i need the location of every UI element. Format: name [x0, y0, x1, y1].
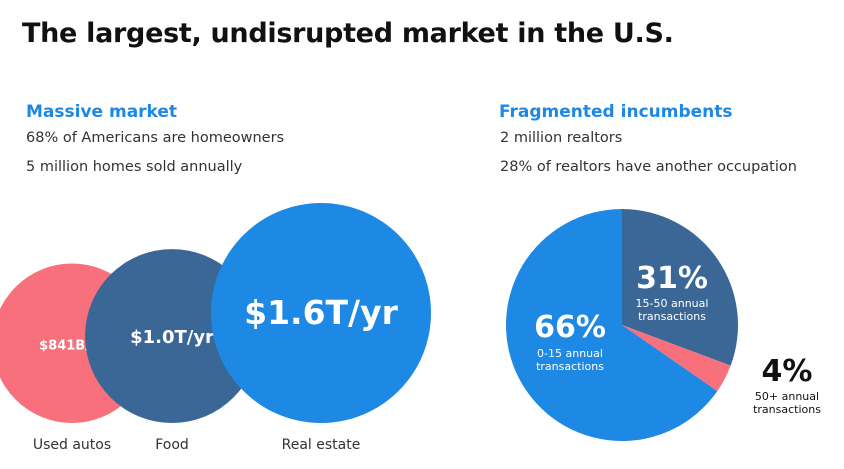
pie-slice-4-pct: [622, 325, 731, 392]
bubble-value-label: $1.6T/yr: [244, 293, 398, 332]
pie-slice-66-pct: [505, 209, 718, 441]
pie-slice-31-pct: [622, 209, 739, 366]
pie-value-label: 4%: [762, 354, 813, 389]
pie-value-label: 31%: [636, 261, 708, 296]
pie-sub-label: transactions: [638, 310, 706, 323]
pie-value-label: 66%: [534, 310, 606, 345]
pie-sub-label: 15-50 annual: [636, 297, 709, 310]
pie-sub-label: 50+ annual: [755, 390, 819, 403]
massive-market-heading: Massive market: [26, 102, 178, 122]
pie-sub-label: 0-15 annual: [537, 347, 603, 360]
homes-sold-stat: 5 million homes sold annually: [26, 159, 243, 175]
bubble-category-label: Real estate: [282, 437, 361, 453]
pie-sub-label: transactions: [536, 360, 604, 373]
fragmented-incumbents-heading: Fragmented incumbents: [499, 102, 733, 122]
bubble-real-estate: [211, 203, 431, 423]
page-title: The largest, undisrupted market in the U…: [22, 18, 674, 49]
bubble-category-label: Food: [155, 437, 189, 453]
homeowners-stat: 68% of Americans are homeowners: [26, 130, 285, 146]
bubble-value-label: $1.0T/yr: [130, 327, 214, 348]
pie-sub-label: transactions: [753, 403, 821, 416]
other-occupation-stat: 28% of realtors have another occupation: [500, 159, 797, 175]
realtors-stat: 2 million realtors: [500, 130, 623, 146]
bubble-category-label: Used autos: [33, 437, 111, 453]
